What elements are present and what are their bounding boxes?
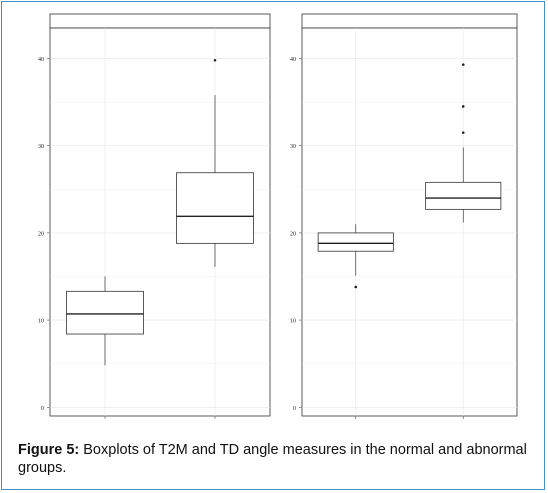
- outlier-point-1-0-0: [354, 285, 358, 289]
- outlier-point-1-1-0: [461, 131, 465, 134]
- outlier-point-1-1-1: [461, 105, 465, 108]
- y-tick-label-0-0: 0: [41, 406, 44, 412]
- y-tick-label-0-1: 10: [38, 319, 44, 325]
- y-tick-label-1-2: 20: [290, 231, 296, 237]
- caption-label: Figure 5:: [18, 442, 80, 458]
- y-tick-label-1-1: 10: [290, 319, 296, 325]
- box-0-0: [66, 290, 144, 335]
- panel-strip-0: [49, 13, 271, 29]
- box-1-1: [425, 181, 502, 210]
- y-tick-label-1-0: 0: [293, 406, 296, 412]
- boxplot-figure: 0 10 20 30 40 0 10 20 30 40: [38, 13, 518, 419]
- y-tick-label-0-3: 30: [38, 144, 44, 150]
- outlier-point-1-1-2: [461, 63, 465, 66]
- y-tick-label-1-3: 30: [290, 144, 296, 150]
- y-tick-label-0-4: 40: [38, 57, 44, 63]
- figure-caption: Figure 5: Boxplots of T2M and TD angle m…: [18, 441, 534, 477]
- y-tick-label-0-2: 20: [38, 231, 44, 237]
- box-1-0: [317, 232, 394, 252]
- outlier-point-0-1-0: [213, 58, 217, 62]
- y-tick-label-1-4: 40: [290, 57, 296, 63]
- caption-text: Boxplots of T2M and TD angle measures in…: [18, 442, 527, 476]
- box-0-1: [176, 172, 254, 244]
- panel-strip-1: [301, 13, 518, 29]
- panel-area-1: [301, 27, 518, 417]
